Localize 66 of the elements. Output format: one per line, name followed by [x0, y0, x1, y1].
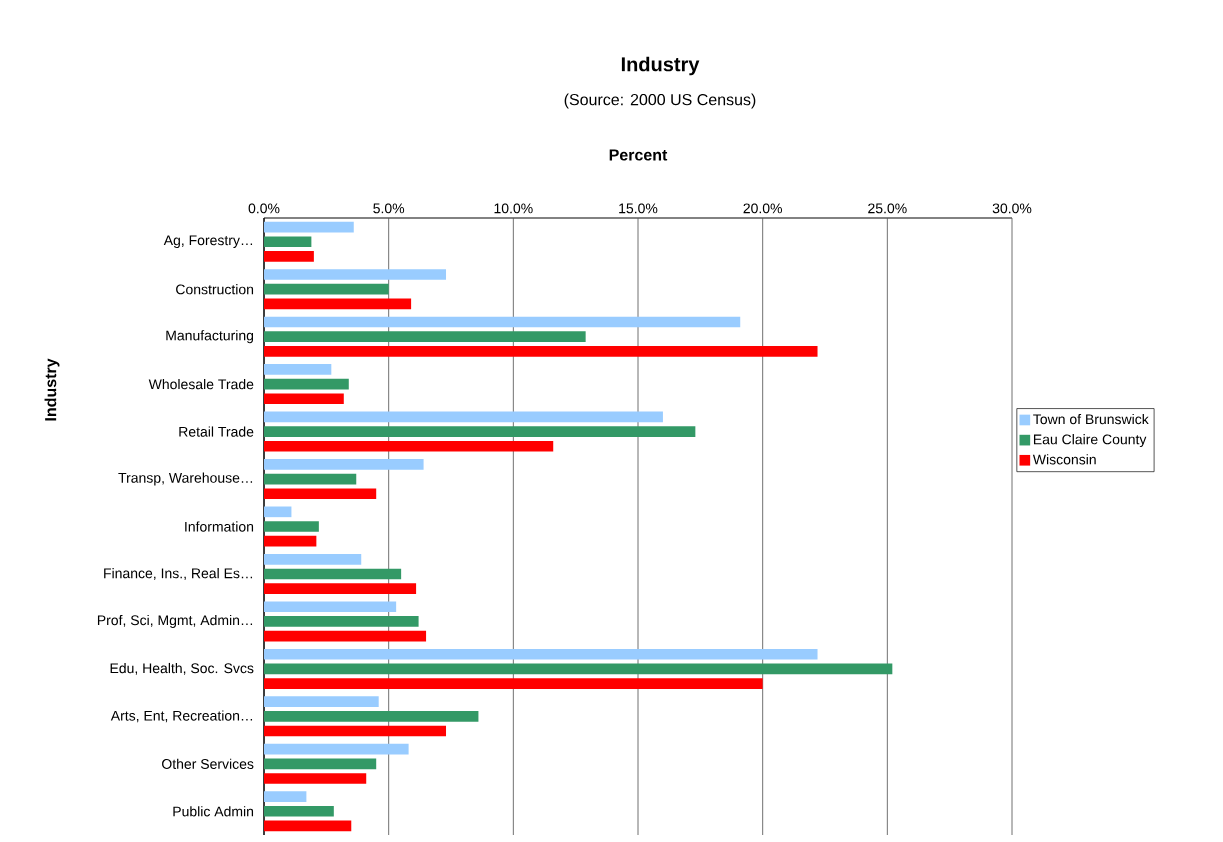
bar: [264, 331, 586, 342]
legend-label: Town of Brunswick: [1033, 413, 1149, 425]
x-tick-label: 30.0%: [992, 203, 1032, 214]
bar: [264, 535, 317, 547]
y-tick-label: Ag, Forestry…: [163, 235, 253, 248]
x-tick-label: 10.0%: [494, 203, 533, 214]
y-tick-label: Arts, Ent, Recreation…: [110, 710, 253, 723]
bar: [264, 630, 427, 642]
bar: [264, 364, 332, 375]
y-tick-label: Information: [185, 521, 254, 532]
bar: [264, 583, 417, 594]
bar: [264, 221, 354, 233]
x-axis-title: Percent: [609, 149, 668, 161]
bar: [264, 393, 344, 405]
y-tick-label: Public Admin: [173, 806, 254, 817]
bar: [264, 601, 397, 613]
y-tick-label: Construction: [176, 284, 254, 295]
bar: [264, 236, 312, 248]
bar: [264, 568, 402, 580]
x-tick-label: 25.0%: [868, 203, 907, 214]
bar: [264, 616, 419, 627]
bar: [264, 791, 307, 802]
bar: [264, 820, 352, 832]
y-tick-label: Other Services: [162, 758, 254, 769]
bar: [264, 345, 818, 357]
y-tick-label: Retail Trade: [179, 426, 254, 437]
legend-label: Wisconsin: [1032, 454, 1096, 465]
bar: [264, 298, 412, 310]
x-tick-label: 0.0%: [248, 203, 280, 214]
bar: [264, 743, 409, 755]
x-tick-label: 15.0%: [619, 203, 658, 214]
legend-label: Eau Claire County: [1033, 434, 1147, 448]
bar: [264, 316, 741, 328]
bar: [264, 506, 292, 518]
bar: [264, 251, 314, 262]
bar: [264, 711, 479, 722]
y-tick-label: Prof, Sci, Mgmt, Admin…: [97, 614, 253, 628]
bar: [264, 805, 334, 817]
bar: [264, 696, 379, 708]
bar: [264, 426, 696, 437]
y-tick-label: Manufacturing: [166, 330, 254, 344]
bar: [264, 663, 893, 675]
bar: [264, 758, 377, 770]
chart-subtitle: (Source: 2000 US Census): [564, 93, 756, 109]
x-tick-label: 20.0%: [743, 203, 783, 214]
bar: [264, 411, 663, 423]
bar: [264, 459, 424, 470]
bar: [264, 725, 447, 737]
chart-title: Industry: [621, 56, 700, 76]
bar: [264, 473, 357, 485]
bar: [264, 378, 349, 390]
bar: [264, 678, 763, 689]
y-tick-label: Finance, Ins., Real Es…: [104, 568, 253, 580]
bar: [264, 440, 554, 452]
x-tick-label: 5.0%: [373, 203, 405, 214]
bar: [264, 773, 367, 784]
y-tick-label: Transp, Warehouse…: [118, 472, 253, 486]
bar: [264, 648, 818, 660]
bar: [264, 269, 447, 280]
bar: [264, 488, 377, 500]
y-tick-label: Edu, Health, Soc. Svcs: [110, 662, 254, 675]
bar: [264, 521, 319, 532]
bar: [264, 283, 389, 295]
y-axis-title: Industry: [44, 358, 60, 421]
y-tick-label: Wholesale Trade: [148, 378, 254, 390]
bar: [264, 553, 362, 565]
